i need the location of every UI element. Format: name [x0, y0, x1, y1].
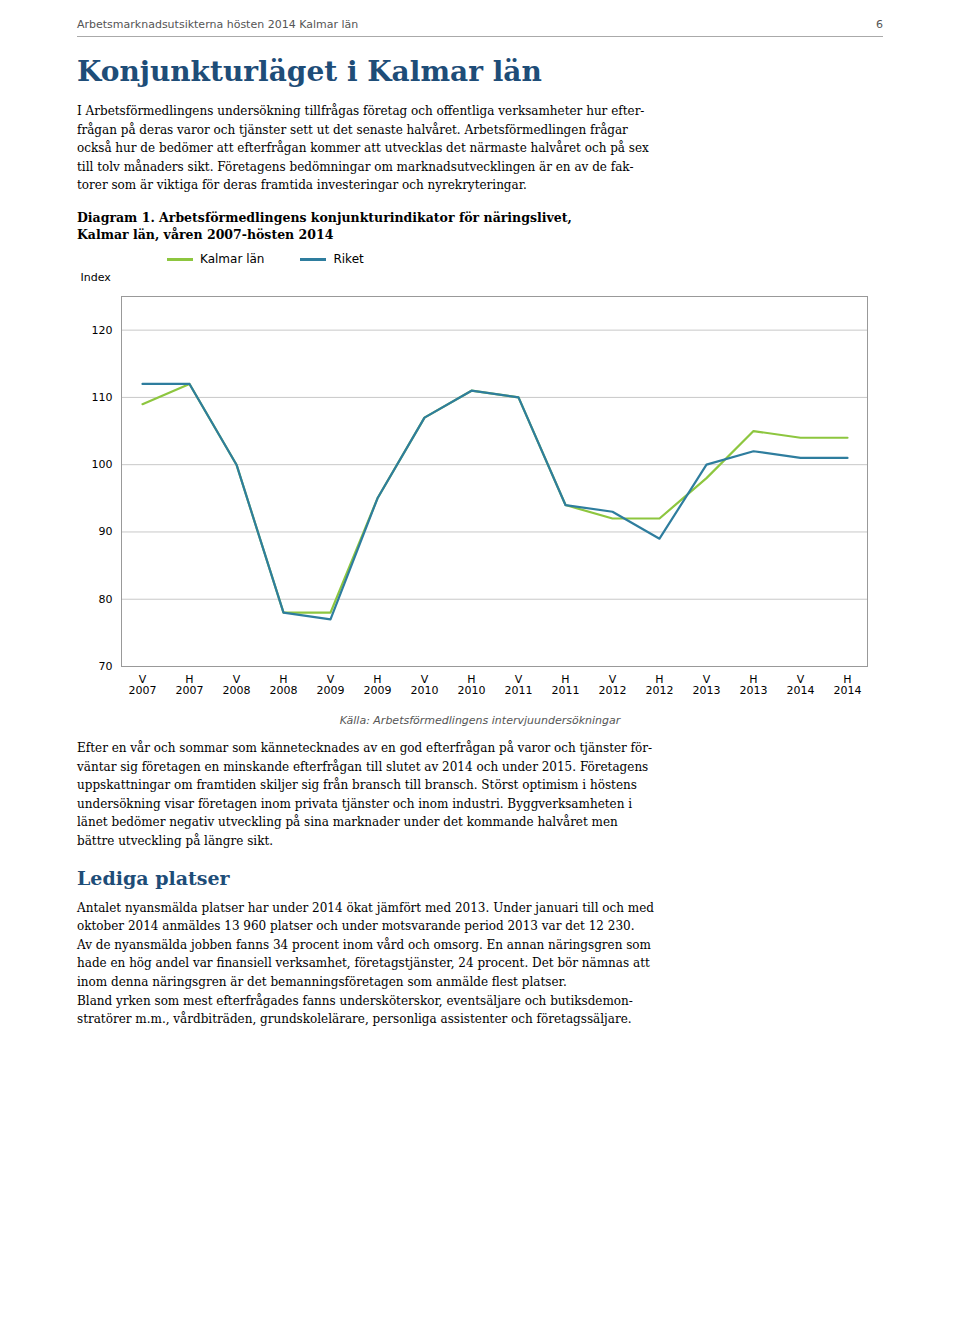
- html-text:I Arbetsförmedlingens undersök: I Arbetsförmedlingens undersökning tillf…: [77, 104, 649, 193]
- svg-text:100: 100: [92, 458, 113, 471]
- svg-text:H2012: H2012: [646, 673, 674, 697]
- svg-text:V2012: V2012: [599, 673, 627, 697]
- svg-text:Index: Index: [81, 271, 112, 284]
- svg-text:V2007: V2007: [129, 673, 157, 697]
- svg-text:H2013: H2013: [740, 673, 768, 697]
- svg-text:V2011: V2011: [505, 673, 533, 697]
- html-text:Diagram 1. Arbetsförmedlingens: Diagram 1. Arbetsförmedlingens konjunktu…: [77, 210, 572, 243]
- html-text:Konjunkturläget i Kalmar län: Konjunkturläget i Kalmar län: [77, 55, 542, 88]
- html-text:6: 6: [876, 18, 883, 31]
- svg-text:V2009: V2009: [317, 673, 345, 697]
- svg-text:110: 110: [92, 391, 113, 404]
- svg-text:H2010: H2010: [458, 673, 486, 697]
- html-text:Riket: Riket: [333, 252, 364, 266]
- svg-text:V2013: V2013: [693, 673, 721, 697]
- html-text:Lediga platser: Lediga platser: [77, 866, 230, 889]
- html-text:Kalmar län: Kalmar län: [200, 252, 265, 266]
- svg-text:H2009: H2009: [364, 673, 392, 697]
- svg-text:120: 120: [92, 324, 113, 337]
- svg-text:70: 70: [99, 660, 113, 673]
- svg-text:V2008: V2008: [223, 673, 251, 697]
- svg-text:V2010: V2010: [411, 673, 439, 697]
- html-text:Arbetsmarknadsutsikterna höste: Arbetsmarknadsutsikterna hösten 2014 Kal…: [77, 18, 359, 31]
- svg-text:H2008: H2008: [270, 673, 298, 697]
- svg-text:H2011: H2011: [552, 673, 580, 697]
- html-text:Källa: Arbetsförmedlingens int: Källa: Arbetsförmedlingens intervjuunder…: [339, 714, 621, 727]
- svg-text:V2014: V2014: [787, 673, 815, 697]
- html-text:Efter en vår och sommar som kä: Efter en vår och sommar som kännetecknad…: [77, 741, 653, 848]
- svg-text:H2014: H2014: [834, 673, 862, 697]
- svg-text:H2007: H2007: [176, 673, 204, 697]
- svg-text:90: 90: [99, 525, 113, 538]
- html-text:Antalet nyansmälda platser har: Antalet nyansmälda platser har under 201…: [77, 900, 654, 1027]
- svg-text:80: 80: [99, 593, 113, 606]
